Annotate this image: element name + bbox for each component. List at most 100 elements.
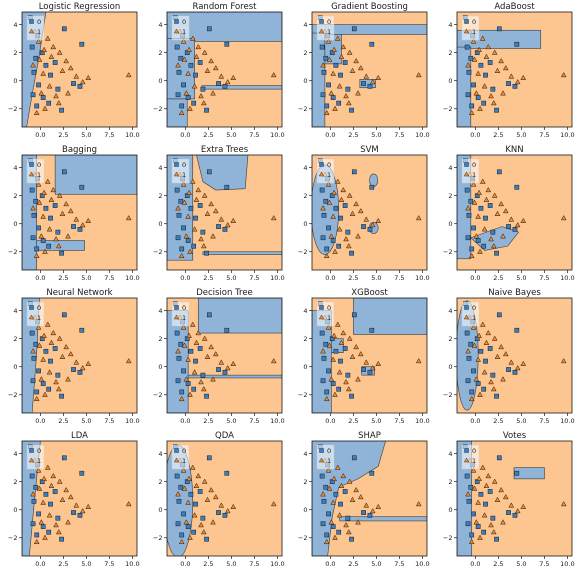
model-panel: 0 1 Votes 0.0 2.5 5.0 7.5 10.0 −2 0 2 4 — [443, 431, 575, 568]
class-1-point — [186, 189, 192, 195]
class-0-point — [465, 378, 471, 384]
class-1-point — [208, 57, 214, 64]
y-tick-label: 4 — [13, 164, 17, 172]
class-1-point — [218, 216, 225, 222]
class-1-point — [212, 64, 219, 71]
class-0-point — [204, 393, 209, 399]
class-1-point — [189, 464, 196, 470]
axes-frame — [456, 154, 573, 271]
class-1-point — [340, 186, 347, 193]
class-0-point — [33, 55, 39, 61]
x-tick-label: 10.0 — [270, 560, 284, 568]
class-1-point — [193, 53, 200, 59]
axes-frame — [456, 440, 573, 557]
legend-marker-1 — [28, 28, 35, 34]
legend-label: 0 — [182, 18, 186, 26]
x-tick-label: 7.5 — [249, 417, 259, 425]
class-0-point — [483, 72, 488, 78]
class-1-point — [494, 210, 501, 216]
class-1-point — [475, 70, 481, 76]
class-1-point — [481, 226, 488, 232]
model-panel: 0 1 Decision Tree 0.0 2.5 5.0 7.5 10.0 −2 0 2 4 — [153, 288, 285, 425]
x-tick-label: 0.0 — [325, 560, 335, 568]
class-1-point — [125, 357, 132, 364]
x-tick-label: 7.5 — [104, 417, 114, 425]
class-0-point — [30, 521, 36, 527]
class-1-point — [375, 74, 382, 80]
y-tick-label: 4 — [448, 164, 452, 172]
class-1-point — [357, 350, 364, 357]
class-1-point — [195, 43, 202, 50]
class-1-point — [48, 482, 55, 488]
class-1-point — [494, 496, 501, 502]
legend-label: 0 — [472, 161, 476, 169]
panel-title: KNN — [505, 145, 523, 155]
class-1-point — [175, 62, 181, 68]
y-tick-label: 0 — [158, 220, 162, 228]
class-1-point — [485, 43, 492, 50]
class-0-point — [464, 44, 470, 50]
class-1-point — [325, 324, 332, 330]
class-0-point — [40, 238, 46, 243]
class-1-point — [210, 376, 216, 382]
y-tick-label: 4 — [158, 164, 162, 172]
legend-marker-1 — [173, 314, 180, 320]
class-1-point — [224, 507, 231, 514]
class-1-point — [35, 181, 42, 187]
class-0-point — [48, 72, 53, 78]
class-0-point — [71, 367, 76, 372]
legend-marker-0 — [464, 305, 469, 310]
class-0-point — [188, 491, 194, 497]
class-0-point — [319, 187, 325, 193]
class-0-point — [496, 26, 502, 32]
class-1-point — [181, 485, 188, 491]
class-1-point — [41, 189, 47, 195]
axes-frame — [21, 297, 138, 414]
class-0-point — [43, 62, 49, 68]
class-1-point — [201, 49, 208, 55]
class-1-point — [200, 529, 207, 535]
class-0-point — [323, 484, 329, 490]
y-tick-label: 4 — [448, 21, 452, 29]
class-1-point — [490, 243, 497, 249]
class-1-point — [353, 343, 359, 350]
class-0-point — [33, 484, 39, 490]
y-tick-label: 2 — [13, 192, 17, 200]
y-tick-label: 0 — [448, 77, 452, 85]
class-1-point — [485, 472, 492, 479]
class-0-point — [77, 512, 83, 518]
class-1-point — [320, 62, 326, 68]
class-1-point — [481, 83, 488, 89]
class-0-point — [494, 393, 499, 399]
class-0-point — [59, 536, 64, 542]
class-0-point — [36, 368, 41, 374]
class-1-point — [230, 217, 237, 223]
class-1-point — [178, 538, 185, 545]
class-1-point — [56, 478, 63, 484]
class-0-point — [471, 82, 476, 88]
legend-marker-1 — [463, 28, 470, 34]
class-0-point — [200, 229, 206, 235]
class-0-point — [40, 381, 46, 386]
y-tick-label: −2 — [153, 391, 163, 399]
class-0-point — [478, 62, 484, 68]
class-1-point — [183, 90, 190, 96]
y-tick-label: 2 — [448, 335, 452, 343]
legend-label: 1 — [182, 457, 186, 465]
class-1-point — [36, 485, 43, 491]
class-1-point — [470, 181, 477, 187]
class-1-point — [560, 500, 567, 507]
class-0-point — [506, 224, 511, 229]
class-0-point — [319, 473, 325, 479]
class-0-point — [496, 455, 502, 461]
axes-frame — [166, 297, 283, 414]
y-tick-label: 2 — [158, 49, 162, 57]
class-1-point — [201, 478, 208, 484]
class-0-point — [179, 103, 185, 109]
class-0-point — [30, 235, 36, 241]
class-1-point — [53, 236, 59, 242]
class-1-point — [212, 350, 219, 357]
x-tick-label: 2.5 — [493, 560, 503, 568]
x-tick-label: 2.5 — [58, 560, 68, 568]
class-1-point — [73, 216, 80, 222]
